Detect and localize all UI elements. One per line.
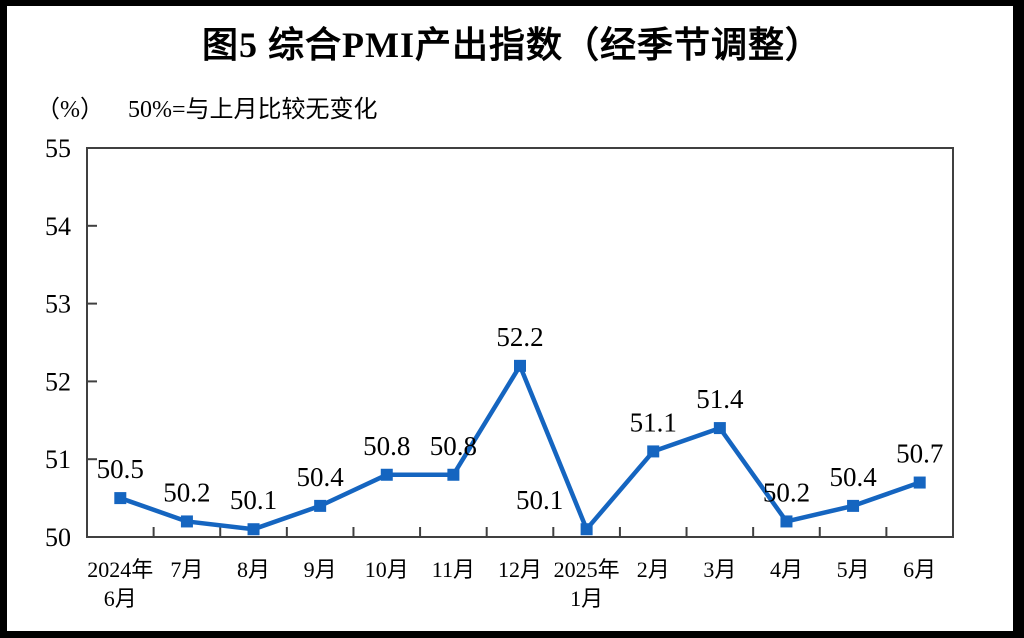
data-point-marker	[380, 468, 393, 481]
x-axis-tick-label: 6月	[903, 557, 936, 582]
y-axis-unit-label: （%）	[36, 97, 104, 123]
data-point-label: 50.7	[896, 439, 943, 469]
data-point-marker	[647, 445, 660, 458]
x-axis-tick-label: 11月	[432, 557, 475, 582]
data-point-label: 52.2	[496, 322, 543, 352]
data-point-marker	[847, 499, 860, 512]
data-point-label: 50.4	[297, 462, 345, 492]
x-axis-tick-label: 7月	[170, 557, 203, 582]
data-point-marker	[114, 492, 127, 505]
data-point-marker	[314, 499, 327, 512]
data-point-marker	[447, 468, 460, 481]
x-axis-tick-label: 4月	[770, 557, 803, 582]
x-axis-tick-label: 8月	[237, 557, 270, 582]
chart-subtitle-row: （%） 50%=与上月比较无变化	[36, 89, 378, 124]
y-axis-tick-label: 55	[45, 134, 71, 163]
data-point-label: 50.2	[163, 477, 210, 507]
y-axis-tick-label: 51	[45, 445, 71, 474]
data-point-marker	[580, 523, 593, 536]
data-point-label: 51.1	[630, 407, 677, 437]
x-axis-tick-label: 2月	[637, 557, 670, 582]
y-axis-tick-label: 54	[45, 212, 71, 241]
reference-note: 50%=与上月比较无变化	[128, 97, 378, 123]
data-point-marker	[780, 515, 793, 528]
x-axis-tick-label: 5月	[837, 557, 870, 582]
y-axis-tick-label: 53	[45, 290, 71, 319]
x-axis-tick-label: 3月	[703, 557, 736, 582]
data-point-label: 50.4	[829, 462, 877, 492]
data-point-label: 50.1	[516, 485, 563, 515]
data-point-marker	[514, 359, 526, 372]
data-point-label: 50.2	[763, 477, 810, 507]
data-point-marker	[180, 515, 193, 528]
x-axis-tick-label: 9月	[304, 557, 337, 582]
y-axis-tick-label: 52	[45, 367, 71, 396]
data-point-marker	[713, 422, 726, 435]
data-point-label: 50.1	[230, 485, 277, 515]
data-point-label: 50.8	[430, 431, 477, 461]
x-axis-tick-label: 2025年 1月	[554, 557, 620, 611]
data-point-label: 50.5	[97, 454, 144, 484]
data-point-marker	[913, 476, 926, 489]
x-axis-tick-label: 2024年 6月	[87, 557, 153, 611]
y-axis-tick-label: 50	[45, 523, 71, 552]
data-point-marker	[247, 523, 260, 536]
x-axis-tick-label: 10月	[365, 557, 409, 582]
data-point-label: 50.8	[363, 431, 410, 461]
data-point-label: 51.4	[696, 384, 744, 414]
x-axis-tick-label: 12月	[498, 557, 542, 582]
chart-title: 图5 综合PMI产出指数（经季节调整）	[202, 25, 822, 65]
plot-area-border	[86, 147, 954, 538]
